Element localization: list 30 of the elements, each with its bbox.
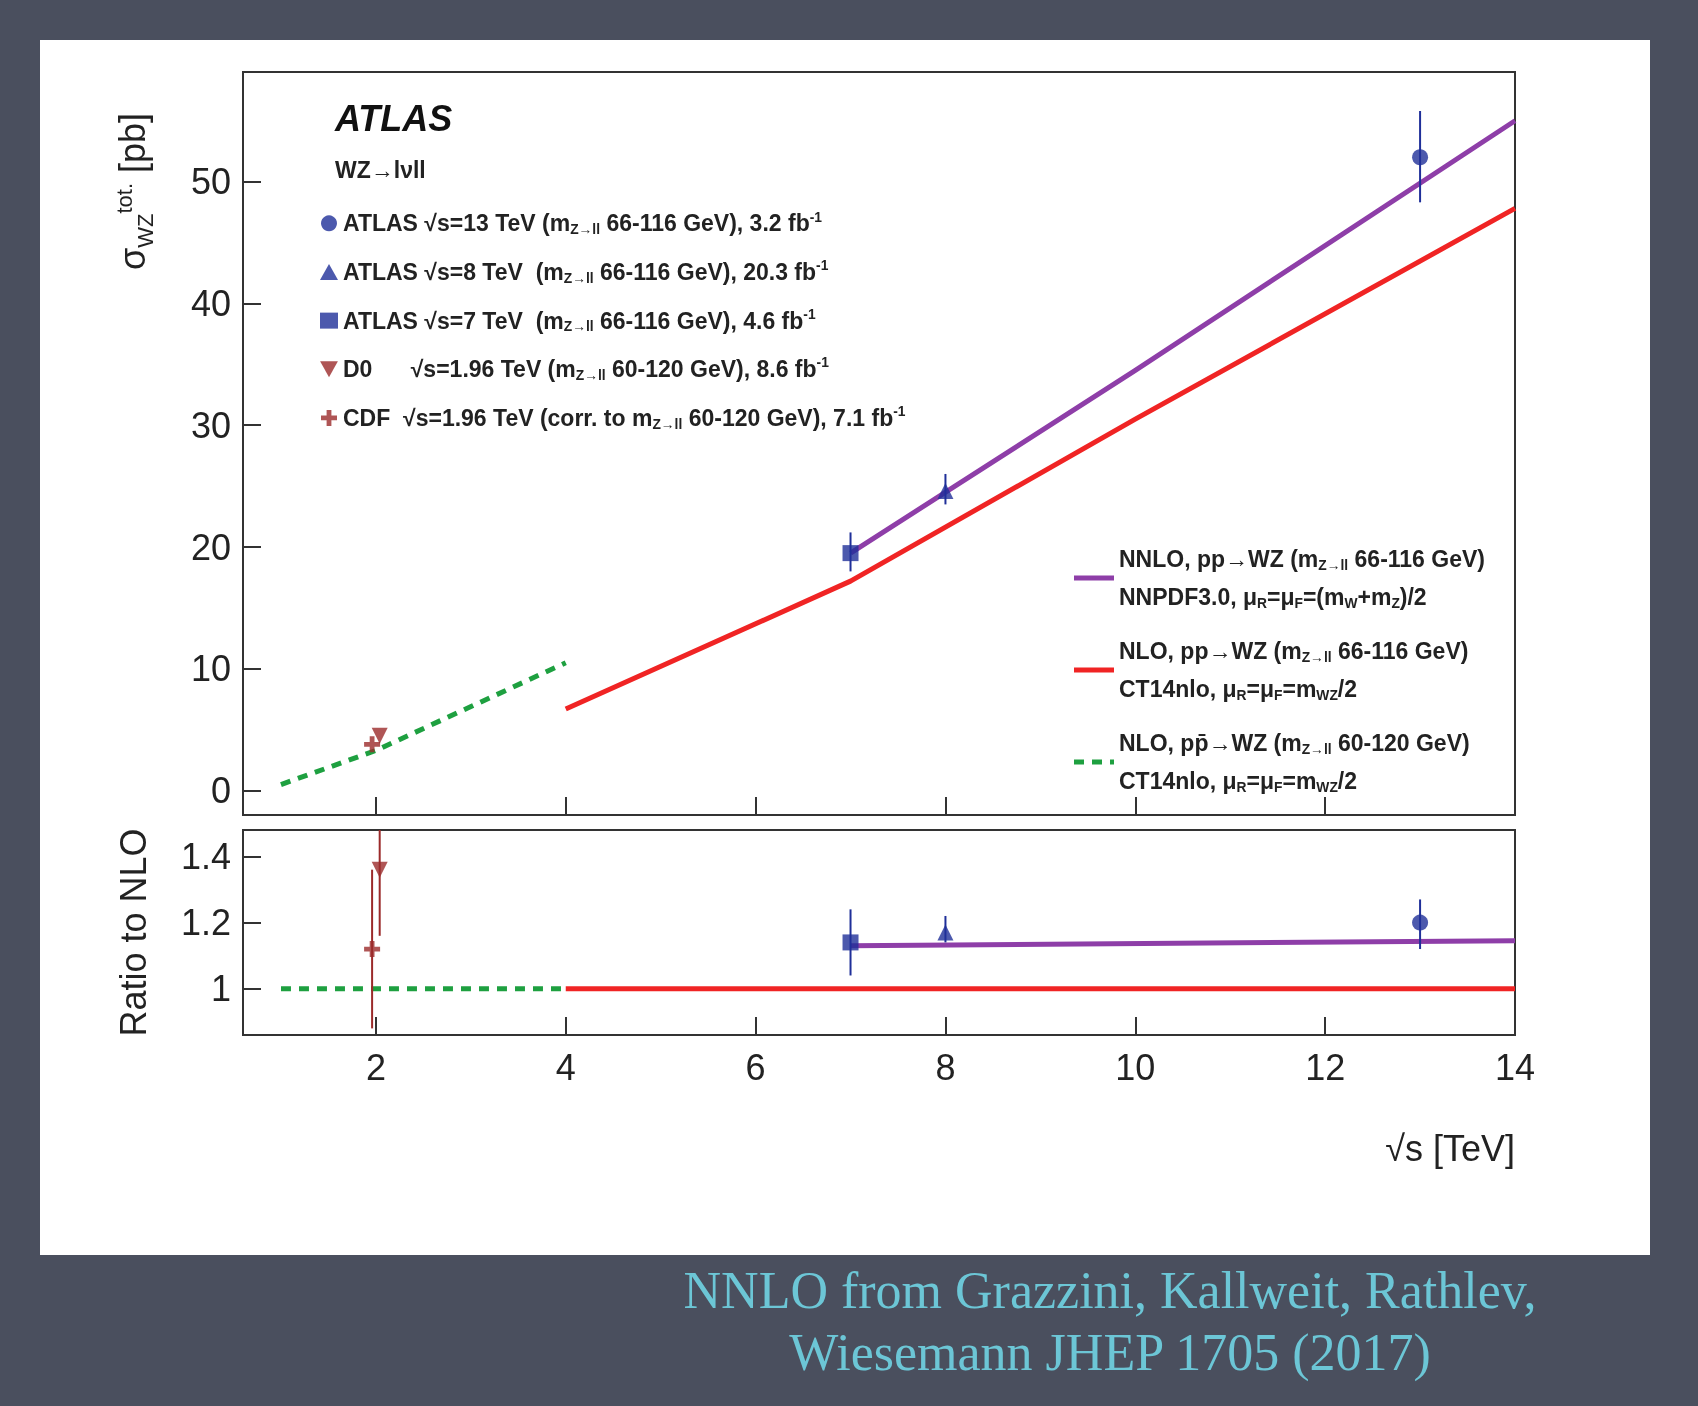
- y-tick-label: 1.2: [180, 902, 231, 944]
- point: [1412, 149, 1429, 166]
- y-tick-label: 50: [190, 161, 231, 203]
- point: [937, 483, 954, 499]
- y-tick-label: 30: [190, 404, 231, 446]
- point: [937, 924, 954, 941]
- y-tick-label: 1.4: [180, 835, 231, 877]
- x-tick-label: 8: [935, 1046, 956, 1088]
- y-tick-label: 10: [190, 648, 231, 690]
- annotation: WZ→lνll: [335, 156, 426, 183]
- annotation: ATLAS: [334, 97, 453, 139]
- x-axis-title: √s [TeV]: [1385, 1127, 1515, 1169]
- y-axis-title: Ratio to NLO: [112, 828, 154, 1037]
- point: [364, 736, 381, 753]
- text: NNLO from Grazzini, Kallweit, Rathlev, Wiesemann JHEP 1705 (2017): [682, 1261, 1538, 1383]
- y-tick-label: 40: [190, 282, 231, 324]
- x-tick-label: 14: [1494, 1046, 1536, 1088]
- y-tick-label: 1: [210, 968, 231, 1010]
- x-tick-label: 4: [555, 1046, 576, 1088]
- x-tick-label: 12: [1305, 1046, 1346, 1088]
- x-tick-label: 6: [745, 1046, 766, 1088]
- point: [842, 934, 859, 951]
- y-tick-label: 0: [210, 770, 231, 812]
- point: [842, 545, 859, 562]
- point: [1412, 914, 1429, 931]
- x-tick-label: 10: [1115, 1046, 1156, 1088]
- x-tick-label: 2: [365, 1046, 386, 1088]
- point: [371, 727, 388, 744]
- y-tick-label: 20: [190, 526, 231, 568]
- point: [371, 861, 388, 878]
